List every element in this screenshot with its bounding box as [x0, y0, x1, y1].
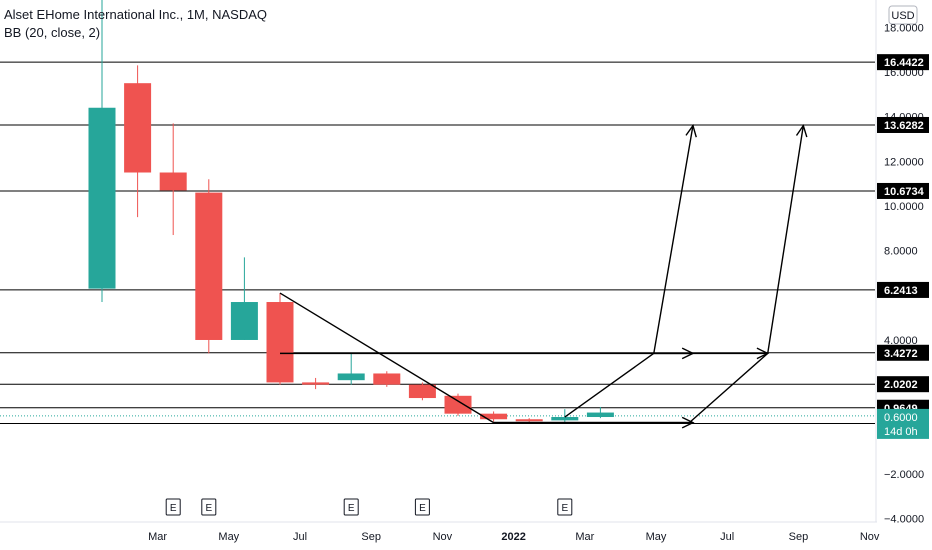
candle-body[interactable]: [373, 373, 401, 385]
arrow-head: [795, 124, 808, 138]
x-tick-label: Nov: [433, 531, 453, 543]
x-tick-label: Nov: [860, 531, 880, 543]
earnings-marker[interactable]: [343, 498, 359, 516]
earnings-marker-label: E: [170, 503, 177, 514]
level-price-box: [877, 281, 929, 298]
candle-body[interactable]: [551, 417, 579, 421]
earnings-marker-label: E: [348, 503, 355, 514]
y-tick-label: −2.0000: [884, 469, 924, 481]
candle-body[interactable]: [302, 382, 330, 385]
candle-body[interactable]: [337, 373, 365, 381]
candles: [88, 0, 614, 423]
candle-body[interactable]: [480, 413, 508, 420]
arrow-head: [685, 124, 697, 138]
level-price-label: 13.6282: [884, 120, 924, 132]
price-axis-bg: [877, 0, 932, 550]
level-price-label: 3.4272: [884, 348, 918, 360]
chart-legend: Alset EHome International Inc., 1M, NASD…: [4, 6, 267, 42]
trend-line[interactable]: [279, 292, 494, 424]
current-price-label: 0.6000: [884, 412, 918, 424]
candle-body[interactable]: [195, 192, 223, 340]
earnings-marker-label: E: [205, 503, 212, 514]
symbol-title[interactable]: Alset EHome International Inc., 1M, NASD…: [4, 7, 267, 22]
arrow-head: [681, 416, 695, 429]
current-price-box: [877, 408, 929, 439]
bar-countdown-label: 14d 0h: [884, 426, 918, 438]
drawings: [279, 124, 808, 429]
level-price-box: [877, 376, 929, 393]
candle-body[interactable]: [159, 172, 187, 191]
price-axis: USD18.000016.000014.000012.000010.00008.…: [875, 0, 932, 550]
arrow-head: [756, 347, 770, 360]
earnings-marker[interactable]: [201, 498, 217, 516]
candle-body[interactable]: [88, 107, 116, 289]
x-tick-label: May: [646, 531, 667, 543]
candle-body[interactable]: [408, 384, 436, 399]
level-price-label: 16.4422: [884, 57, 924, 69]
time-axis-bg: [0, 522, 877, 550]
x-tick-label: Mar: [575, 531, 594, 543]
x-tick-label: Jul: [720, 531, 734, 543]
candle-body[interactable]: [515, 419, 543, 422]
candle-body[interactable]: [586, 412, 614, 418]
candle-body[interactable]: [444, 395, 472, 414]
x-tick-label: May: [218, 531, 239, 543]
level-price-label: 6.2413: [884, 285, 918, 297]
y-tick-label: 10.0000: [884, 201, 924, 213]
level-price-label: 2.0202: [884, 379, 918, 391]
candle-body[interactable]: [124, 83, 152, 173]
earnings-marker[interactable]: [414, 498, 430, 516]
indicator-label[interactable]: BB (20, close, 2): [4, 25, 101, 40]
x-tick-label: Sep: [789, 531, 809, 543]
currency-box[interactable]: [888, 5, 918, 25]
currency-label[interactable]: USD: [891, 10, 914, 22]
candle-body[interactable]: [266, 302, 294, 383]
y-tick-label: 8.0000: [884, 246, 918, 258]
y-tick-label: 18.0000: [884, 22, 924, 34]
level-price-box: [877, 116, 929, 133]
y-tick-label: 12.0000: [884, 156, 924, 168]
earnings-marker[interactable]: [165, 498, 181, 516]
level-price-box: [877, 182, 929, 199]
level-price-box: [877, 344, 929, 361]
y-tick-label: 4.0000: [884, 335, 918, 347]
x-tick-label: Sep: [361, 531, 381, 543]
level-price-label: 10.6734: [884, 186, 925, 198]
projection-arrow[interactable]: [688, 125, 805, 424]
x-tick-label: Jul: [293, 531, 307, 543]
level-price-box: [877, 54, 929, 71]
y-tick-label: −4.0000: [884, 514, 924, 526]
x-tick-label: Mar: [148, 531, 167, 543]
x-tick-label: 2022: [501, 531, 525, 543]
projection-arrow[interactable]: [564, 125, 694, 418]
earnings-marker-label: E: [419, 503, 426, 514]
candle-body[interactable]: [230, 302, 258, 340]
earnings-marker-label: E: [561, 503, 568, 514]
earnings-marker[interactable]: [557, 498, 573, 516]
time-axis: Mar May Jul Sep Nov 2022 Mar May Jul Sep Nov: [0, 521, 880, 550]
